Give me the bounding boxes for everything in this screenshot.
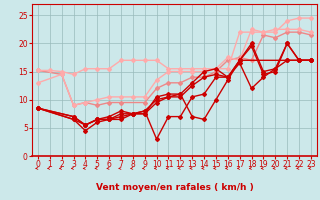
- X-axis label: Vent moyen/en rafales ( km/h ): Vent moyen/en rafales ( km/h ): [96, 183, 253, 192]
